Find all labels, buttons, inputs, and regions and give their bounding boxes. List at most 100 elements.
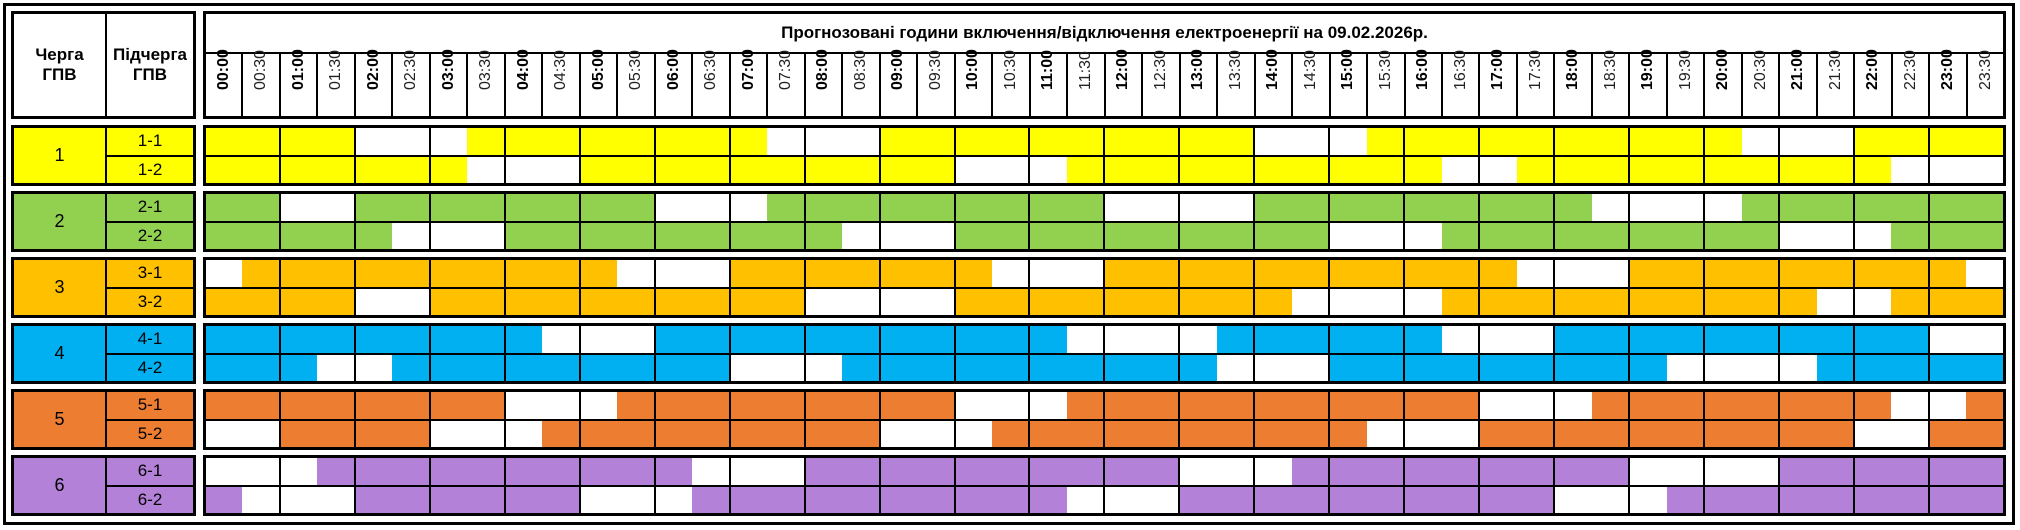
hour-cell: [803, 288, 879, 315]
time-slot-header: 04:00: [503, 49, 541, 116]
slot-filled: [1030, 288, 1067, 315]
slot-empty: [542, 156, 579, 183]
slot-filled: [692, 392, 729, 419]
slot-filled: [1180, 156, 1217, 183]
hour-cell: [1103, 288, 1179, 315]
slot-empty: [1966, 326, 2003, 353]
slot-filled: [1180, 392, 1217, 419]
hour-cell: [353, 458, 429, 485]
hour-cell: [278, 486, 354, 513]
subqueue-label: 5-2: [107, 418, 193, 448]
slot-filled: [1929, 222, 1967, 249]
hour-cell: [1703, 222, 1779, 249]
hour-cell: [1403, 222, 1479, 249]
slot-empty: [1891, 392, 1928, 419]
slot-filled: [692, 486, 729, 513]
time-slot-header: 03:30: [466, 50, 503, 116]
time-slot-header: 15:00: [1328, 49, 1366, 116]
slot-empty: [692, 194, 729, 221]
time-slot-label: 09:30: [926, 49, 944, 90]
slot-filled: [1816, 156, 1853, 183]
hour-cell: [578, 326, 654, 353]
slot-filled: [1966, 392, 2003, 419]
subqueue-6-1-row: [206, 458, 2003, 485]
subqueue-label: 5-1: [137, 395, 163, 415]
time-slot-label: 19:30: [1676, 49, 1694, 90]
slot-filled: [767, 194, 804, 221]
hour-cell: [953, 288, 1029, 315]
hour-cell: [953, 128, 1029, 155]
slot-filled: [1030, 420, 1067, 447]
hour-cell: [206, 420, 279, 447]
hour-cell: [1028, 194, 1104, 221]
hour-cell: [803, 128, 879, 155]
slot-filled: [992, 194, 1029, 221]
slot-empty: [1854, 222, 1892, 249]
slot-filled: [1255, 260, 1292, 287]
hour-cell: [353, 222, 429, 249]
hour-cell: [1328, 458, 1404, 485]
slot-filled: [580, 194, 618, 221]
slot-filled: [206, 222, 243, 249]
slot-empty: [1591, 194, 1629, 221]
slot-filled: [1291, 486, 1329, 513]
subqueue-1-1-row: [206, 128, 2003, 155]
slot-filled: [1066, 420, 1104, 447]
time-slot-header: 22:00: [1853, 49, 1890, 116]
slot-filled: [1516, 458, 1554, 485]
slot-filled: [206, 194, 243, 221]
time-slot-label: 11:00: [1039, 49, 1057, 90]
slot-filled: [1929, 458, 1967, 485]
slot-filled: [1705, 156, 1742, 183]
hour-cell: [1253, 392, 1329, 419]
hour-cell: [1253, 458, 1329, 485]
slot-filled: [955, 326, 993, 353]
hour-cell: [578, 194, 654, 221]
slot-empty: [280, 194, 318, 221]
time-slot-label: 22:00: [1864, 49, 1882, 90]
slot-empty: [917, 222, 954, 249]
slot-filled: [317, 326, 354, 353]
time-slot-header: 08:00: [803, 49, 841, 116]
slot-filled: [805, 326, 843, 353]
slot-filled: [767, 222, 804, 249]
slot-filled: [692, 222, 729, 249]
slot-filled: [767, 156, 804, 183]
slot-filled: [242, 288, 279, 315]
hour-cell: [428, 420, 504, 447]
slot-filled: [1854, 260, 1892, 287]
time-slot-label: 07:30: [777, 49, 794, 90]
hour-cell: [578, 128, 654, 155]
slot-filled: [1441, 288, 1479, 315]
slot-filled: [1330, 260, 1367, 287]
time-slot-label: 21:00: [1789, 49, 1807, 90]
hour-cell: [1478, 420, 1554, 447]
time-slot-header: 14:00: [1253, 49, 1291, 116]
subqueue-2-2-row: [206, 220, 2003, 249]
schedule-frame: [3, 3, 2015, 525]
slot-empty: [767, 458, 804, 485]
slot-empty: [955, 392, 993, 419]
slot-empty: [805, 354, 843, 381]
slot-empty: [730, 194, 768, 221]
hour-cell: [1778, 326, 1853, 353]
hour-cell: [1553, 486, 1629, 513]
slot-filled: [1291, 194, 1329, 221]
hour-cell: [1553, 420, 1629, 447]
hour-cell: [1703, 156, 1779, 183]
slot-filled: [805, 392, 843, 419]
slot-filled: [580, 128, 618, 155]
time-slot-header: 10:00: [953, 49, 991, 116]
slot-empty: [1405, 222, 1442, 249]
hour-cell: [353, 260, 429, 287]
hour-cell: [1778, 288, 1853, 315]
subqueue-label: 3-1: [137, 263, 163, 283]
hour-cell: [653, 354, 729, 381]
slot-filled: [1330, 420, 1367, 447]
hour-cell: [1778, 194, 1853, 221]
slot-filled: [467, 326, 504, 353]
slot-filled: [355, 486, 393, 513]
hour-cell: [1628, 288, 1704, 315]
time-slot-label: 00:00: [214, 49, 232, 90]
slot-filled: [505, 288, 543, 315]
